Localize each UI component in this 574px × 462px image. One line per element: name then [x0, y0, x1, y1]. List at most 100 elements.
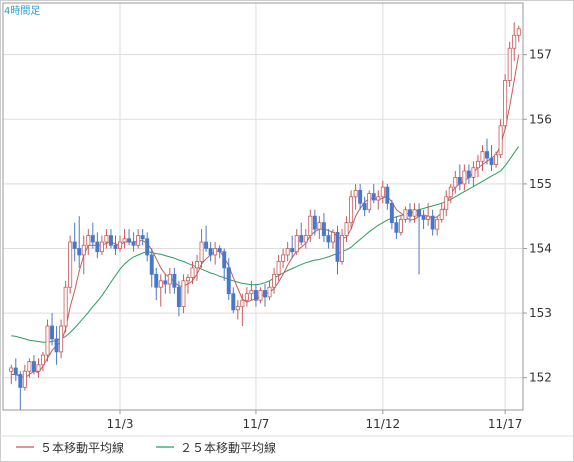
candle	[426, 203, 431, 226]
chart-title: 4時間足	[4, 5, 40, 17]
candle-body	[258, 290, 263, 301]
candle-body	[494, 154, 499, 165]
candle	[290, 235, 295, 259]
candle	[462, 164, 467, 191]
candle	[408, 203, 412, 223]
candle-body	[90, 235, 95, 243]
legend-item: ５本移動平均線	[16, 440, 124, 455]
candle-body	[290, 248, 295, 253]
candle	[380, 180, 385, 204]
candle-body	[512, 34, 517, 49]
candle	[136, 229, 141, 249]
candle-body	[195, 261, 200, 269]
candle	[163, 274, 168, 294]
candle-body	[235, 306, 240, 311]
candle-body	[503, 80, 508, 127]
candle	[145, 232, 150, 262]
candle	[99, 235, 104, 255]
candle-body	[50, 325, 55, 340]
candles	[9, 22, 521, 410]
candle	[376, 190, 381, 210]
candle	[294, 229, 299, 255]
candle-body	[312, 215, 317, 230]
candle-body	[54, 338, 59, 353]
candle-body	[435, 219, 440, 230]
candle-body	[40, 354, 45, 366]
candle-body	[253, 290, 258, 301]
candle	[417, 203, 422, 275]
candle	[45, 319, 50, 362]
candle	[59, 319, 64, 359]
legend: ５本移動平均線 ２５本移動平均線	[16, 440, 276, 455]
candle	[498, 119, 503, 159]
candle	[86, 229, 91, 255]
candle	[63, 280, 68, 333]
candle-body	[317, 222, 322, 230]
candle-body	[244, 293, 249, 301]
candle-body	[63, 286, 68, 327]
candle-body	[498, 125, 503, 156]
y-tick-label: 153	[529, 306, 552, 320]
candle	[231, 287, 236, 314]
candle-body	[77, 248, 82, 256]
candle	[394, 216, 399, 239]
candle	[113, 235, 118, 255]
candle	[276, 254, 281, 281]
candle-body	[140, 235, 145, 240]
candle-body	[299, 235, 304, 243]
candle	[453, 170, 458, 194]
candle-body	[22, 370, 27, 388]
candle	[122, 229, 127, 249]
candle-body	[231, 293, 236, 311]
candle	[349, 190, 354, 230]
candle	[217, 245, 222, 259]
candle-body	[72, 241, 77, 249]
x-tick-label: 11/12	[366, 417, 401, 431]
y-tick-label: 156	[529, 112, 552, 126]
candle-body	[489, 157, 494, 165]
candle	[226, 258, 231, 301]
candle-body	[285, 248, 290, 256]
candle-body	[308, 215, 313, 236]
candle	[285, 242, 290, 262]
candle-body	[154, 273, 159, 288]
candle	[204, 225, 209, 252]
candle-body	[507, 47, 512, 81]
candle	[18, 371, 23, 410]
x-tick-label: 11/17	[488, 417, 523, 431]
candle-body	[149, 254, 154, 275]
candle	[195, 254, 200, 281]
candle-body	[457, 177, 462, 185]
x-tick-label: 11/3	[107, 417, 134, 431]
candle-body	[303, 235, 308, 243]
candle-body	[417, 209, 422, 217]
candle	[235, 300, 240, 320]
candle	[494, 151, 499, 168]
candle	[503, 74, 508, 129]
candle	[27, 358, 32, 378]
candle-body	[371, 193, 376, 201]
candle	[263, 284, 267, 307]
candle-body	[249, 290, 254, 295]
candle	[321, 212, 326, 243]
legend-label: ５本移動平均線	[40, 440, 124, 455]
candle-body	[466, 170, 471, 178]
candle-body	[204, 241, 209, 249]
x-tick-label: 11/7	[242, 417, 269, 431]
candle-body	[45, 325, 50, 356]
candle	[335, 225, 340, 275]
candle-body	[353, 189, 358, 198]
candle	[267, 280, 272, 301]
candle	[353, 183, 358, 210]
candle-body	[421, 215, 426, 220]
candle	[104, 229, 109, 249]
candle-body	[113, 244, 118, 249]
candle	[95, 232, 100, 259]
candle-body	[163, 280, 168, 285]
candle	[13, 358, 18, 381]
candle-body	[389, 202, 394, 224]
candle	[240, 293, 245, 327]
legend-label: ２５本移動平均線	[180, 440, 276, 455]
candle-body	[398, 219, 403, 233]
candle-body	[276, 261, 281, 275]
